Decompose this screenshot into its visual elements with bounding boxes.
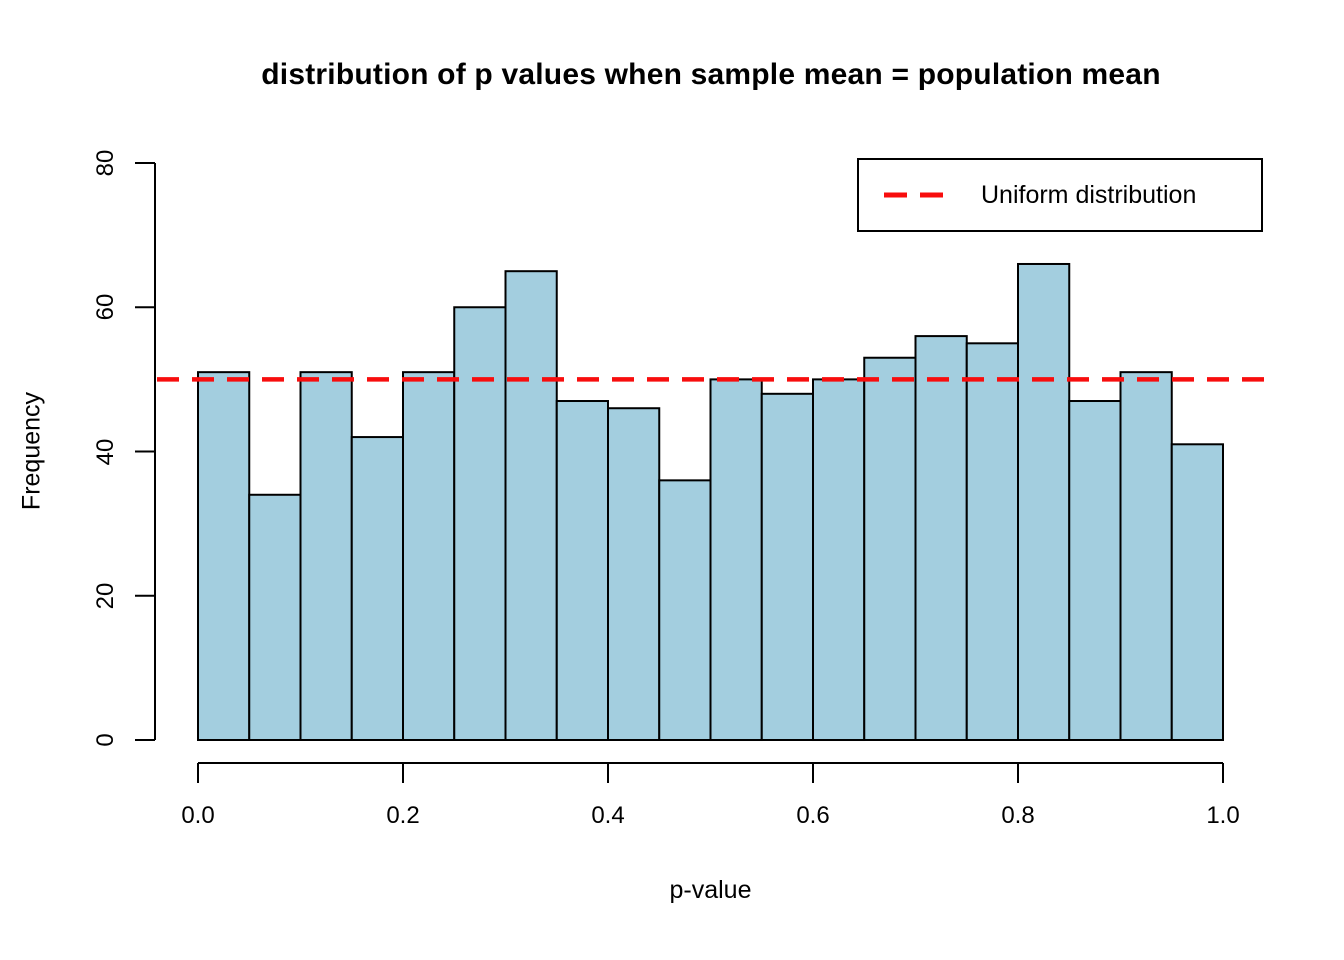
histogram-bar <box>1119 371 1173 741</box>
histogram-bar <box>453 306 507 741</box>
x-tick-label: 0.0 <box>181 802 215 829</box>
histogram-bar <box>299 371 353 741</box>
x-tick-label: 0.2 <box>386 802 420 829</box>
histogram-bar <box>248 493 302 741</box>
histogram-bar <box>1068 400 1122 741</box>
histogram-bar <box>863 356 917 741</box>
y-axis-title: Frequency <box>17 391 46 511</box>
histogram-bar <box>760 392 814 741</box>
y-tick-label: 0 <box>92 733 119 747</box>
x-tick-label: 0.8 <box>1001 802 1035 829</box>
y-tick-label: 40 <box>92 438 119 465</box>
histogram-bar <box>607 407 661 741</box>
x-tick-label: 0.4 <box>591 802 625 829</box>
x-axis-title: p-value <box>669 876 752 904</box>
y-tick-label: 20 <box>92 582 119 610</box>
x-tick-label: 0.6 <box>796 802 830 829</box>
legend-dashed-line-icon <box>884 192 946 198</box>
histogram-bar <box>197 371 251 741</box>
y-tick-label: 80 <box>92 149 119 177</box>
legend-label: Uniform distribution <box>981 180 1197 209</box>
histogram-bar <box>965 342 1019 741</box>
y-tick-label: 60 <box>92 293 119 321</box>
histogram-bar <box>1017 262 1071 741</box>
histogram-bar <box>914 335 968 741</box>
histogram-bar <box>812 378 866 742</box>
x-tick-label: 1.0 <box>1206 802 1240 829</box>
chart-title: distribution of p values when sample mea… <box>261 58 1161 91</box>
histogram-bar <box>350 436 404 741</box>
legend-box: Uniform distribution <box>857 158 1263 232</box>
histogram-bar <box>658 479 712 741</box>
histogram-bar <box>709 378 763 742</box>
histogram-bar <box>1170 443 1224 741</box>
histogram-bar <box>504 270 558 741</box>
histogram-bar <box>555 400 609 741</box>
histogram-bar <box>402 371 456 741</box>
